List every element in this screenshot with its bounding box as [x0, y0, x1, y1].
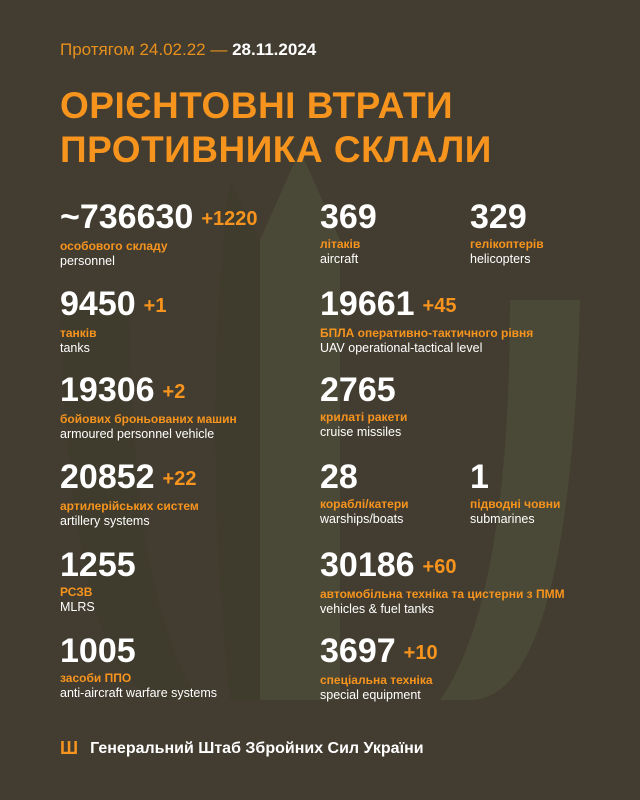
stat-delta: +1220 — [201, 208, 258, 230]
stat-label-ua: танків — [60, 326, 97, 340]
stat-value: ~736630 +1220 — [60, 198, 258, 236]
stat-value: 369 — [320, 198, 377, 236]
stat-value: 3697 +10 — [320, 632, 438, 670]
stat-label-ua: літаків — [320, 237, 361, 251]
stat-label-ua: артилерійських систем — [60, 499, 199, 513]
stat-delta: +2 — [162, 381, 186, 403]
stat-value: 1255 — [60, 546, 136, 584]
stat-special-equipment: 3697 +10 спеціальна техніка special equip… — [320, 634, 438, 702]
page-title: ОРІЄНТОВНІ ВТРАТИ ПРОТИВНИКА СКЛАЛИ — [60, 85, 492, 170]
stat-delta: +10 — [403, 642, 438, 664]
stat-label-en: anti-aircraft warfare systems — [60, 686, 217, 700]
stat-label-ua: засоби ППО — [60, 671, 132, 685]
stat-label-en: vehicles & fuel tanks — [320, 602, 434, 616]
stat-label-ua: підводні човни — [470, 497, 561, 511]
stat-label-ua: кораблі/катери — [320, 497, 409, 511]
stat-label-ua: крилаті ракети — [320, 410, 408, 424]
stat-label-en: cruise missiles — [320, 425, 402, 439]
stat-value: 20852 +22 — [60, 458, 197, 496]
stat-label-en: UAV operational-tactical level — [320, 341, 483, 355]
stat-warships-boats: 28 кораблі/катери warships/boats — [320, 460, 409, 526]
stat-label-en: helicopters — [470, 252, 531, 266]
stat-artillery-systems: 20852 +22 артилерійських систем artillery… — [60, 460, 199, 528]
stat-label-en: armoured personnel vehicle — [60, 427, 215, 441]
stat-value: 28 — [320, 458, 358, 496]
stat-label-en: aircraft — [320, 252, 359, 266]
stat-value: 329 — [470, 198, 527, 236]
footer: Ш Генеральний Штаб Збройних Сил України — [60, 738, 424, 759]
stat-value: 1 — [470, 458, 489, 496]
stat-tanks: 9450 +1 танків tanks — [60, 287, 166, 355]
stat-label-ua: бойових броньованих машин — [60, 412, 237, 426]
stat-label-en: submarines — [470, 512, 535, 526]
stat-label-en: personnel — [60, 254, 115, 268]
stat-label-ua: РСЗВ — [60, 585, 93, 599]
stat-personnel: ~736630 +1220 особового складу personnel — [60, 200, 257, 268]
stat-delta: +1 — [143, 295, 167, 317]
stat-delta: +60 — [422, 556, 457, 578]
stat-vehicles-fuel-tanks: 30186 +60 автомобільна техніка та цистерн… — [320, 548, 565, 616]
stat-label-ua: особового складу — [60, 239, 168, 253]
stat-cruise-missiles: 2765 крилаті ракети cruise missiles — [320, 373, 407, 439]
stat-delta: +45 — [422, 295, 457, 317]
stat-label-en: MLRS — [60, 600, 95, 614]
footer-text: Генеральний Штаб Збройних Сил України — [90, 739, 424, 757]
stat-label-ua: спеціальна техніка — [320, 673, 433, 687]
stat-value: 9450 +1 — [60, 285, 167, 323]
stat-mlrs: 1255 РСЗВ MLRS — [60, 548, 136, 614]
stat-label-ua: БПЛА оперативно-тактичного рівня — [320, 326, 534, 340]
stat-label-ua: автомобільна техніка та цистерни з ПММ — [320, 587, 565, 601]
stat-value: 1005 — [60, 632, 136, 670]
stat-label-ua: гелікоптерів — [470, 237, 544, 251]
stat-value: 30186 +60 — [320, 546, 457, 584]
period: Протягом 24.02.22 — 28.11.2024 — [60, 40, 317, 59]
stat-value: 2765 — [320, 371, 396, 409]
trident-icon: Ш — [60, 738, 79, 758]
stat-label-en: warships/boats — [320, 512, 404, 526]
stat-delta: +22 — [162, 468, 197, 490]
stat-armoured-personnel-vehicle: 19306 +2 бойових броньованих машин armour… — [60, 373, 237, 441]
stat-submarines: 1 підводні човни submarines — [470, 460, 560, 526]
stat-uav-operational-tactical-level: 19661 +45 БПЛА оперативно-тактичного рівн… — [320, 287, 533, 355]
stat-label-en: artillery systems — [60, 514, 150, 528]
stat-value: 19661 +45 — [320, 285, 457, 323]
stat-label-en: tanks — [60, 341, 90, 355]
stat-value: 19306 +2 — [60, 371, 186, 409]
stat-aircraft: 369 літаків aircraft — [320, 200, 377, 266]
stat-anti-aircraft-warfare-systems: 1005 засоби ППО anti-aircraft warfare sy… — [60, 634, 217, 700]
stat-helicopters: 329 гелікоптерів helicopters — [470, 200, 544, 266]
stat-label-en: special equipment — [320, 688, 421, 702]
